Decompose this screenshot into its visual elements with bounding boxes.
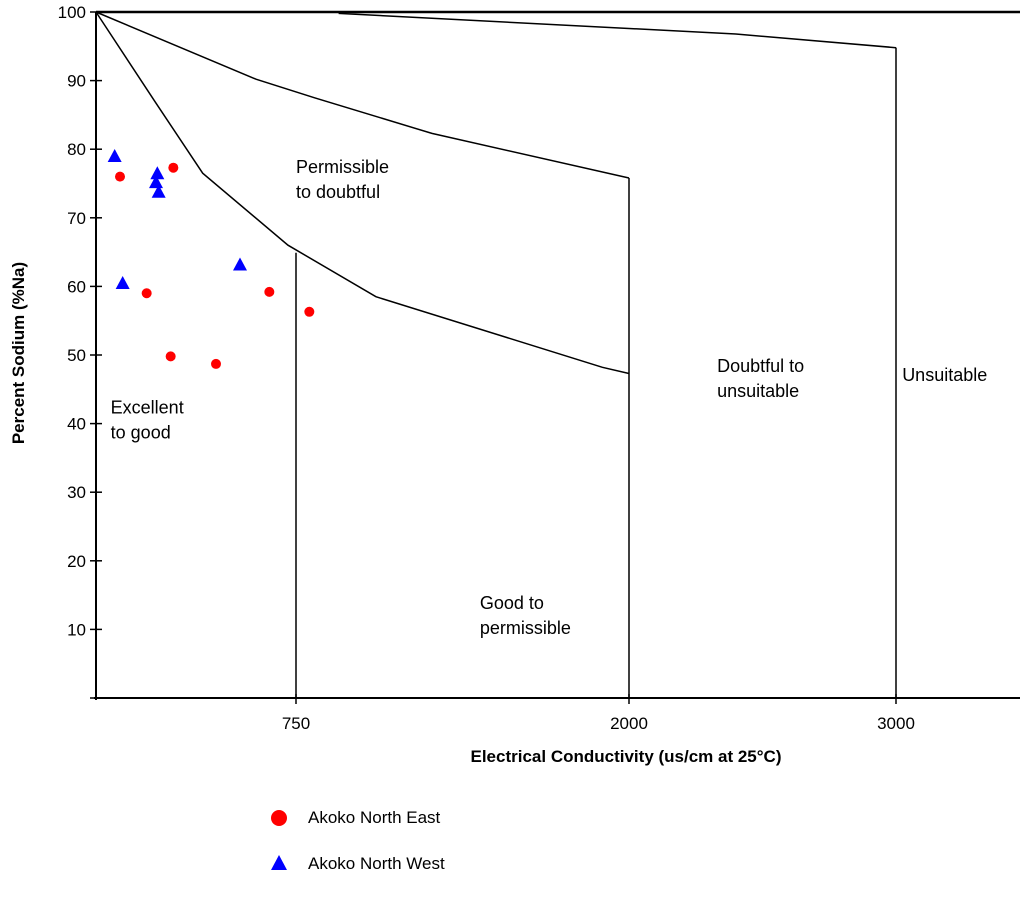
data-point-northeast: [264, 286, 275, 297]
x-tick-label: 2000: [610, 714, 648, 733]
y-tick-label: 30: [67, 483, 86, 502]
region-label: permissible: [480, 618, 571, 638]
y-tick-label: 20: [67, 552, 86, 571]
region-labels: Excellent to good Permissible to doubtful Go…: [111, 157, 988, 638]
y-tick-label: 90: [67, 72, 86, 91]
data-point-northwest: [151, 184, 166, 198]
y-tick-label: 10: [67, 620, 86, 639]
region-label: Doubtful to: [717, 356, 804, 376]
region-label: unsuitable: [717, 381, 799, 401]
data-points: [107, 149, 315, 369]
boundary-curve: [95, 11, 630, 179]
x-tick-label: 3000: [877, 714, 915, 733]
data-point-northwest: [115, 275, 130, 289]
data-point-northeast: [168, 162, 179, 173]
legend: Akoko North East Akoko North West: [268, 806, 445, 898]
red-circle-icon: [268, 807, 290, 829]
legend-label-northwest: Akoko North West: [308, 854, 445, 873]
blue-triangle-icon: [268, 853, 290, 875]
chart-canvas: 10 20 30 40 50 60 70 80 90 100 750 2000 3000 Excelle…: [9, 3, 1020, 766]
tick-labels: 10 20 30 40 50 60 70 80 90 100 750 2000 3000: [58, 3, 915, 733]
legend-item-northeast: Akoko North East: [268, 806, 445, 830]
y-tick-label: 40: [67, 415, 86, 434]
data-point-northwest: [149, 175, 163, 189]
y-tick-label: 80: [67, 140, 86, 159]
legend-item-northwest: Akoko North West: [268, 852, 445, 876]
region-label: to doubtful: [296, 182, 380, 202]
y-tick-label: 70: [67, 209, 86, 228]
legend-label-northeast: Akoko North East: [308, 808, 441, 827]
region-label: Permissible: [296, 157, 389, 177]
data-point-northeast: [304, 306, 315, 317]
classification-boundaries: [95, 11, 897, 698]
data-point-northeast: [211, 358, 221, 369]
y-tick-label: 50: [67, 346, 86, 365]
y-tick-label: 100: [58, 3, 86, 22]
region-label: Good to: [480, 593, 544, 613]
boundary-curve: [338, 12, 897, 49]
region-label: Unsuitable: [902, 365, 987, 385]
region-label: to good: [111, 422, 171, 442]
x-axis-title: Electrical Conductivity (us/cm at 25°C): [471, 747, 782, 766]
data-point-northwest: [107, 149, 122, 163]
data-point-northwest: [150, 166, 165, 180]
data-point-northwest: [233, 257, 247, 271]
x-tick-label: 750: [282, 714, 310, 733]
region-label: Excellent: [111, 397, 184, 417]
boundary-curve: [95, 11, 630, 375]
data-point-northeast: [165, 351, 176, 362]
y-axis-title: Percent Sodium (%Na): [9, 262, 28, 444]
y-tick-label: 60: [67, 277, 86, 296]
data-point-northeast: [141, 288, 152, 299]
axes: [90, 10, 1020, 704]
data-point-northeast: [115, 171, 125, 182]
